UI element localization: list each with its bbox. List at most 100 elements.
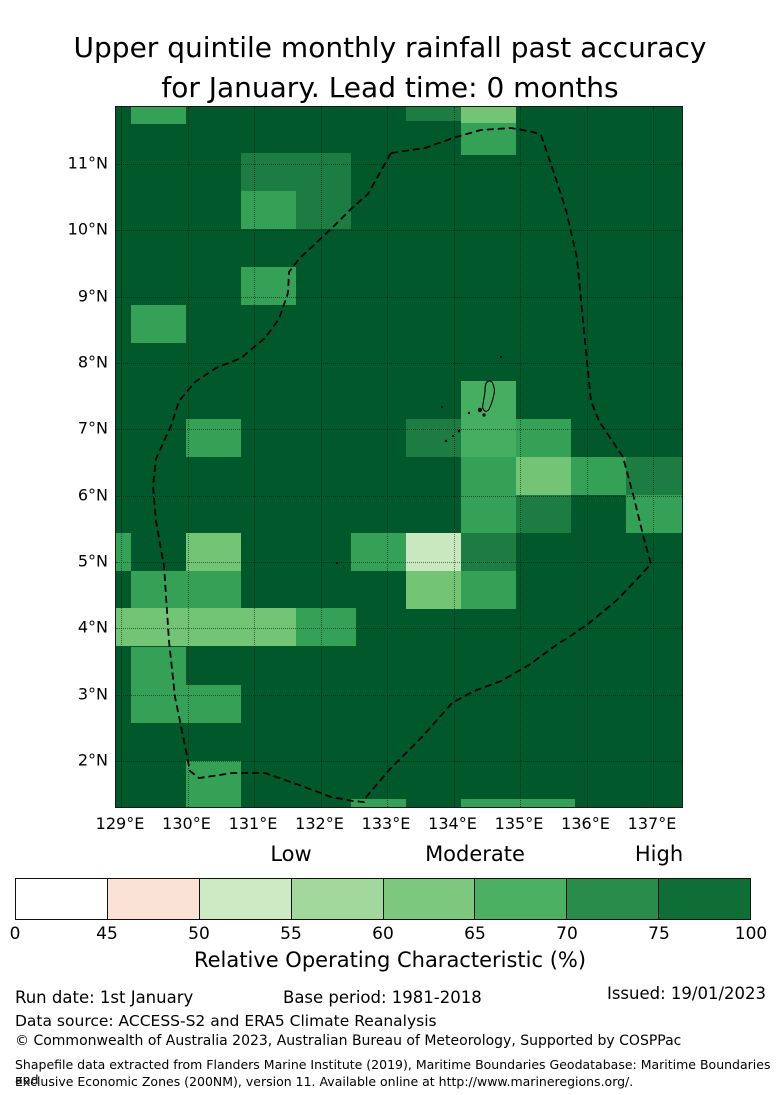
gridline-vertical — [653, 107, 654, 807]
colorbar-segment — [291, 879, 384, 919]
longitude-tick-label: 136°E — [561, 814, 610, 833]
heatmap-cell — [296, 608, 356, 646]
palau-eez-dashed-boundary — [152, 127, 653, 803]
colorbar-tick-label: 75 — [648, 924, 670, 944]
map-canvas — [115, 106, 683, 808]
heatmap-cell — [461, 381, 516, 457]
gridline-vertical — [586, 107, 588, 807]
gridline-vertical — [187, 107, 189, 807]
colorbar-ticks: 0 45 50 55 60 65 70 75 100 — [10, 924, 768, 948]
heatmap-cell — [131, 571, 186, 609]
heatmap-cell — [131, 305, 186, 343]
shapefile-attribution-line2: Exclusive Economic Zones (200NM), versio… — [15, 1074, 634, 1089]
colorbar-segment — [567, 879, 660, 919]
gridline-horizontal — [116, 496, 682, 497]
colorbar-tick-label: 60 — [372, 924, 394, 944]
heatmap-cell — [626, 457, 682, 495]
map-overlay-svg — [152, 127, 653, 803]
longitude-tick-label: 131°E — [228, 814, 278, 833]
latitude-tick-label: 8°N — [77, 352, 108, 372]
colorbar-tick-label: 0 — [9, 924, 21, 944]
heatmap-cell — [461, 107, 516, 123]
colorbar-tick-label: 50 — [188, 924, 210, 944]
latitude-tick-label: 4°N — [77, 617, 108, 637]
gridline-horizontal — [116, 429, 682, 430]
heatmap-cell — [571, 457, 626, 495]
gridline-horizontal — [116, 628, 682, 629]
heatmap-cell — [241, 267, 296, 305]
longitude-tick-label: 129°E — [95, 814, 145, 833]
chart-title: Upper quintile monthly rainfall past acc… — [0, 28, 780, 108]
heatmap-cell — [131, 107, 186, 124]
colorbar-category-label: Low — [270, 842, 312, 866]
colorbar-tick-label: 55 — [280, 924, 302, 944]
colorbar-tick-label: 100 — [734, 924, 768, 944]
latitude-tick-label: 7°N — [77, 418, 108, 438]
heatmap-cell — [116, 533, 131, 571]
colorbar-tick-label: 45 — [96, 924, 118, 944]
colorbar-segment — [383, 879, 476, 919]
heatmap-cell — [351, 533, 406, 571]
gridline-horizontal — [116, 695, 682, 696]
colorbar-segment — [199, 879, 292, 919]
heatmap-cell — [116, 608, 296, 646]
chart-title-line2: for January. Lead time: 0 months — [161, 71, 619, 104]
heatmap-cell — [186, 685, 241, 723]
data-source-text: Data source: ACCESS-S2 and ERA5 Climate … — [15, 1012, 437, 1030]
palau-small-islands — [335, 355, 503, 565]
heatmap-cell — [186, 419, 241, 457]
latitude-tick-label: 3°N — [77, 684, 108, 704]
colorbar-category-label: Moderate — [425, 842, 525, 866]
latitude-tick-label: 6°N — [77, 485, 108, 505]
heatmap-cell — [461, 457, 516, 533]
gridline-horizontal — [116, 363, 682, 364]
shapefile-attribution-line1: Shapefile data extracted from Flanders M… — [15, 1057, 771, 1087]
heatmap-cell — [516, 419, 571, 457]
heatmap-cell — [406, 571, 461, 609]
gridline-horizontal — [116, 230, 682, 231]
colorbar — [15, 878, 751, 920]
colorbar-category-labels: Low Moderate High — [15, 842, 751, 872]
colorbar-segment — [659, 879, 750, 919]
longitude-tick-label: 135°E — [494, 814, 544, 833]
gridline-vertical — [453, 107, 455, 807]
latitude-tick-label: 9°N — [77, 286, 108, 306]
latitude-tick-label: 5°N — [77, 551, 108, 571]
heatmap-cell — [516, 457, 571, 495]
gridline-vertical — [121, 107, 122, 807]
issued-date-text: Issued: 19/01/2023 — [606, 984, 766, 1003]
heatmap-cell — [461, 123, 516, 155]
longitude-tick-label: 132°E — [295, 814, 344, 833]
heatmap-cell — [186, 571, 241, 609]
heatmap-cell — [186, 533, 241, 571]
heatmap-cell — [241, 191, 296, 229]
gridline-vertical — [254, 107, 255, 807]
colorbar-segment — [16, 879, 108, 919]
gridline-vertical — [320, 107, 322, 807]
longitude-tick-label: 137°E — [627, 814, 677, 833]
heatmap-cell — [461, 799, 575, 807]
heatmap-cell — [406, 533, 461, 571]
gridline-horizontal — [116, 164, 682, 165]
colorbar-segment — [475, 879, 568, 919]
colorbar-axis-label: Relative Operating Characteristic (%) — [193, 948, 587, 972]
palau-main-island-outline — [482, 380, 495, 412]
latitude-tick-label: 10°N — [67, 219, 108, 239]
longitude-tick-label: 133°E — [361, 814, 411, 833]
heatmap-cell — [516, 495, 571, 533]
longitude-tick-label: 130°E — [162, 814, 211, 833]
run-date-text: Run date: 1st January — [15, 988, 194, 1007]
colorbar-tick-label: 65 — [464, 924, 486, 944]
chart-title-line1: Upper quintile monthly rainfall past acc… — [73, 31, 707, 64]
colorbar-category-label: High — [634, 842, 684, 866]
gridline-vertical — [387, 107, 388, 807]
base-period-text: Base period: 1981-2018 — [283, 988, 482, 1007]
longitude-tick-label: 134°E — [428, 814, 477, 833]
gridline-horizontal — [116, 761, 682, 762]
gridline-horizontal — [116, 562, 682, 563]
gridline-vertical — [520, 107, 521, 807]
colorbar-segment — [107, 879, 200, 919]
latitude-tick-label: 2°N — [77, 750, 108, 770]
heatmap-cell — [406, 107, 461, 121]
